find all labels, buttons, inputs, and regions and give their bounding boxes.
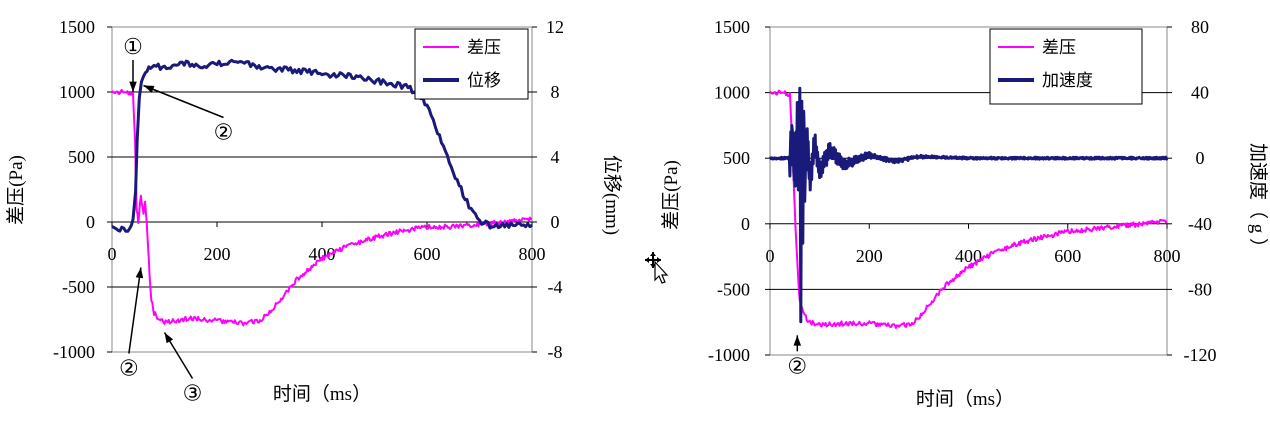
x-axis-label: 时间（ms） <box>273 383 371 405</box>
y-right-axis-label: 位移(mm) <box>601 155 623 235</box>
y-left-tick-label: 0 <box>86 212 95 232</box>
chart-1: 1500 1000 500 0 -500 -1000 12 8 4 0 -4 -8 0 200 400 600… <box>5 17 623 406</box>
y-right-tick-label: 0 <box>1196 148 1205 168</box>
series-line-差压 <box>111 89 533 327</box>
plot-area-frame <box>769 26 1168 356</box>
annotation-arrow <box>143 84 224 119</box>
series-line-位移 <box>111 58 533 233</box>
y-right-tick-label: -40 <box>1188 214 1212 234</box>
legend-label: 加速度 <box>1042 71 1093 90</box>
y-left-tick-label: 1500 <box>714 17 750 37</box>
annotation-label: ① <box>123 34 143 59</box>
move-cursor-arrows <box>645 252 661 268</box>
y-left-tick-label: 500 <box>68 147 95 167</box>
legend-label: 差压 <box>1042 38 1076 57</box>
y-right-axis-label: 加速度（ g ） <box>1247 143 1269 257</box>
y-left-tick-label: -1000 <box>708 345 750 365</box>
plot-area-frame <box>111 26 533 353</box>
annotation-arrowhead <box>793 335 802 346</box>
annotation-arrowhead <box>143 85 155 93</box>
y-left-tick-label: 1000 <box>714 83 750 103</box>
annotation-label: ② <box>119 356 139 381</box>
legend-box <box>989 28 1143 105</box>
y-left-axis-label: 差压(Pa) <box>660 160 682 230</box>
y-right-tick-label: -8 <box>548 342 563 362</box>
annotation-arrowhead <box>129 81 137 92</box>
x-tick-label: 600 <box>1054 246 1081 266</box>
annotation-label: ② <box>214 120 234 145</box>
y-right-tick-label: 40 <box>1191 83 1209 103</box>
series-line-加速度 <box>768 86 1169 324</box>
legend-label: 位移 <box>467 71 501 90</box>
annotation-marker: ③ <box>163 332 203 406</box>
series-line-差压 <box>769 89 1168 329</box>
move-cursor-icon <box>645 252 669 284</box>
y-left-tick-label: -500 <box>62 277 95 297</box>
x-tick-label: 0 <box>108 244 117 264</box>
annotation-marker: ② <box>787 335 807 378</box>
annotation-arrowhead <box>135 267 144 279</box>
y-right-tick-label: -120 <box>1184 345 1217 365</box>
y-right-tick-label: -4 <box>548 277 563 297</box>
x-tick-label: 400 <box>955 246 982 266</box>
y-left-tick-label: -1000 <box>53 342 95 362</box>
annotation-arrow <box>128 267 142 354</box>
annotation-marker: ① <box>123 34 143 92</box>
x-tick-label: 200 <box>856 246 883 266</box>
y-left-tick-label: -500 <box>717 279 750 299</box>
y-right-tick-label: 12 <box>546 17 564 37</box>
y-left-tick-label: 0 <box>741 214 750 234</box>
legend-label: 差压 <box>467 38 501 57</box>
annotation-marker: ② <box>143 84 234 145</box>
x-axis-label: 时间（ms） <box>916 388 1014 410</box>
x-tick-label: 200 <box>204 244 231 264</box>
y-left-tick-label: 1500 <box>59 17 95 37</box>
x-tick-label: 800 <box>1154 246 1181 266</box>
annotation-label: ③ <box>183 381 203 406</box>
legend-box <box>414 28 529 100</box>
y-right-tick-label: 4 <box>551 147 560 167</box>
y-left-axis-label: 差压(Pa) <box>5 155 27 225</box>
y-left-tick-label: 1000 <box>59 82 95 102</box>
annotation-label: ② <box>787 353 807 378</box>
annotation-marker: ② <box>119 267 144 381</box>
x-tick-label: 0 <box>766 246 775 266</box>
x-tick-label: 600 <box>414 244 441 264</box>
pointer-arrow <box>654 260 669 284</box>
y-right-tick-label: 80 <box>1191 17 1209 37</box>
y-left-tick-label: 500 <box>723 148 750 168</box>
x-tick-label: 800 <box>519 244 546 264</box>
y-right-tick-label: -80 <box>1188 279 1212 299</box>
annotation-arrowhead <box>164 332 174 344</box>
y-right-tick-label: 0 <box>551 212 560 232</box>
y-right-tick-label: 8 <box>551 82 560 102</box>
x-tick-label: 400 <box>309 244 336 264</box>
